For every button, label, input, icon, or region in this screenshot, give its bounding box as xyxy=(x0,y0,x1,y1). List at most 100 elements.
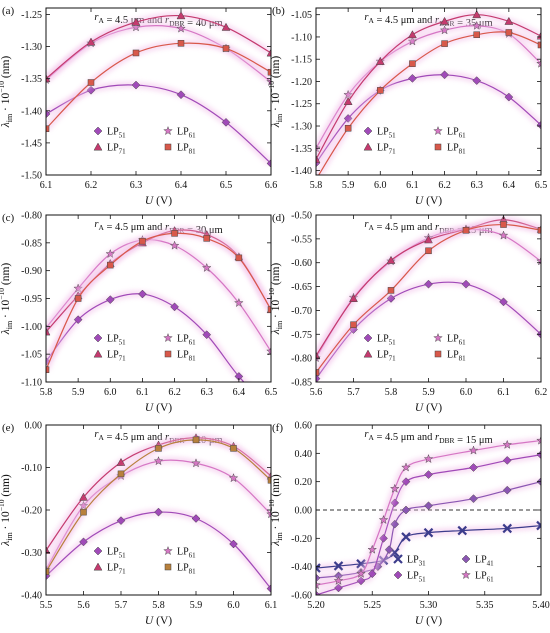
x-tick-label: 6.4 xyxy=(233,387,246,398)
legend-label: LP51 xyxy=(377,127,396,140)
series-glow xyxy=(46,508,271,591)
data-point xyxy=(46,545,51,554)
y-tick-label: 0.20 xyxy=(295,477,313,488)
x-tick-label: 5.25 xyxy=(364,600,382,611)
x-tick-label: 5.6 xyxy=(310,387,323,398)
series-LP81 xyxy=(46,229,271,374)
x-tick-label: 6.3 xyxy=(200,387,213,398)
data-point xyxy=(139,237,146,245)
y-tick-label: -0.10 xyxy=(21,463,42,474)
data-point xyxy=(343,97,353,105)
data-point xyxy=(176,90,186,100)
data-point xyxy=(377,87,384,94)
data-point xyxy=(461,279,471,289)
y-tick-label: -0.40 xyxy=(291,562,312,573)
legend-label: LP71 xyxy=(107,143,126,156)
legend-label: LP71 xyxy=(377,350,396,363)
data-point xyxy=(46,109,51,119)
x-tick-label: 6.3 xyxy=(470,180,483,191)
legend-marker xyxy=(461,569,471,580)
data-point xyxy=(472,10,482,19)
data-point xyxy=(191,458,201,468)
data-point xyxy=(266,346,271,356)
plot-area xyxy=(316,435,541,595)
legend-marker xyxy=(93,546,103,556)
x-tick-label: 6.2 xyxy=(438,180,451,191)
legend: LP51 LP61 LP71 LP81 xyxy=(93,545,196,576)
legend-label: LP81 xyxy=(177,143,196,156)
data-point xyxy=(425,247,432,255)
x-tick-label: 6.0 xyxy=(374,180,387,191)
data-point xyxy=(468,445,479,455)
data-point xyxy=(401,477,411,487)
data-point xyxy=(424,279,433,289)
series-LP81 xyxy=(316,28,541,175)
legend-item-LP61: LP61 xyxy=(433,125,466,140)
data-point xyxy=(267,406,275,414)
data-point xyxy=(131,17,141,26)
legend-marker xyxy=(393,570,403,580)
series-LP81 xyxy=(46,39,271,133)
data-point xyxy=(424,470,433,479)
legend-marker xyxy=(363,349,373,358)
data-point xyxy=(176,11,186,20)
data-point xyxy=(316,154,321,163)
data-point xyxy=(266,76,271,87)
legend-item-LP61: LP61 xyxy=(461,569,494,584)
data-point xyxy=(504,92,514,102)
legend-marker xyxy=(363,126,373,136)
legend-label: LP81 xyxy=(177,563,196,576)
y-tick-label: -1.30 xyxy=(21,42,42,53)
data-point xyxy=(408,30,417,39)
legend-item-LP31: LP31 xyxy=(393,554,426,568)
data-point xyxy=(235,254,243,262)
data-point xyxy=(230,445,237,452)
data-point xyxy=(536,520,541,531)
legend-label: LP71 xyxy=(377,143,396,156)
data-point xyxy=(344,124,352,132)
legend-marker xyxy=(164,563,172,571)
data-point xyxy=(536,31,541,40)
data-point xyxy=(266,584,271,593)
y-tick-label: -0.95 xyxy=(21,294,42,305)
data-point xyxy=(457,525,468,536)
x-tick-label: 6.0 xyxy=(104,387,117,398)
data-point xyxy=(499,297,508,307)
y-tick-label: -0.75 xyxy=(291,330,312,341)
data-point xyxy=(536,58,541,68)
x-tick-label: 5.8 xyxy=(152,600,165,611)
y-tick-label: -0.30 xyxy=(21,548,42,559)
data-point xyxy=(46,327,51,336)
data-point xyxy=(107,261,114,269)
data-point xyxy=(401,532,411,542)
data-point xyxy=(202,330,212,340)
series-LP61 xyxy=(316,435,541,590)
legend-label: LP61 xyxy=(177,127,196,140)
legend-marker xyxy=(93,142,103,151)
series-line xyxy=(316,524,541,569)
legend-label: LP31 xyxy=(407,555,426,568)
x-tick-label: 5.20 xyxy=(307,600,325,611)
x-tick-label: 5.8 xyxy=(40,387,53,398)
x-axis-label: U (V) xyxy=(145,615,172,627)
y-axis-label: λim · 10−10 (nm) xyxy=(0,263,14,336)
data-point xyxy=(116,457,126,466)
legend-label: LP81 xyxy=(447,350,466,363)
data-point xyxy=(389,483,400,493)
data-point xyxy=(350,321,357,328)
series-line xyxy=(46,239,271,352)
legend-marker xyxy=(164,143,172,151)
legend-label: LP51 xyxy=(107,334,126,347)
data-point xyxy=(408,74,417,83)
y-axis-label: λim · 10−10 (nm) xyxy=(267,474,284,547)
data-point xyxy=(537,227,541,234)
data-point xyxy=(401,505,411,515)
legend: LP51 LP61 LP71 LP81 xyxy=(363,125,466,156)
legend: LP51 LP61 LP71 LP81 xyxy=(93,125,196,156)
y-tick-label: -0.55 xyxy=(291,234,312,245)
y-tick-label: -1.10 xyxy=(291,32,312,43)
legend-marker xyxy=(434,350,442,358)
data-point xyxy=(267,68,271,76)
legend: LP31 LP41 LP51 LP61 xyxy=(393,554,494,584)
